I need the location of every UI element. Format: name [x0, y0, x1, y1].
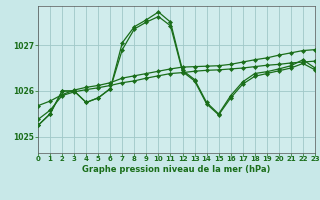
X-axis label: Graphe pression niveau de la mer (hPa): Graphe pression niveau de la mer (hPa) [82, 165, 271, 174]
